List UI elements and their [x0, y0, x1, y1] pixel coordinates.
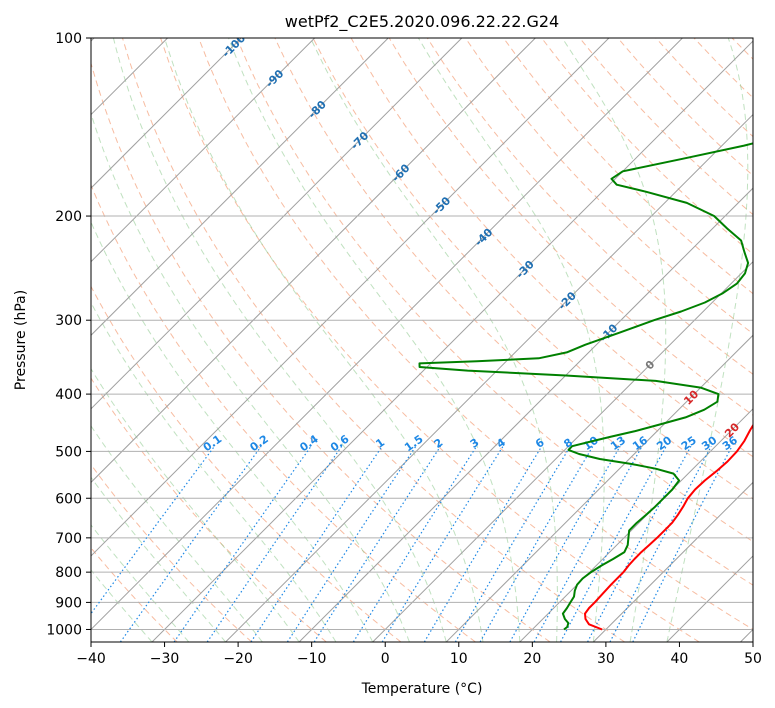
moist-adiabat	[164, 38, 484, 642]
isotherm-line	[91, 38, 536, 484]
moist-adiabat	[91, 569, 153, 642]
dry-adiabat	[91, 61, 551, 642]
dry-adiabat	[91, 463, 253, 642]
mixing-ratio-line	[313, 445, 442, 642]
y-tick-label: 1000	[46, 622, 82, 638]
mixing-ratio-line	[352, 445, 478, 642]
chart-title: wetPf2_C2E5.2020.096.22.22.G24	[285, 12, 559, 32]
moist-adiabat	[561, 38, 667, 642]
y-tick-label: 200	[55, 209, 82, 225]
moist-adiabat	[310, 38, 558, 642]
x-tick-label: −20	[223, 651, 253, 667]
isotherm-line	[225, 113, 753, 642]
mixing-ratio-line	[533, 445, 643, 642]
y-tick-label: 500	[55, 444, 82, 460]
isotherm-line	[445, 334, 753, 642]
mixing-ratio-line	[609, 445, 712, 642]
moist-adiabat	[91, 476, 226, 642]
x-tick-label: 50	[744, 651, 762, 667]
moist-adiabat	[91, 425, 263, 642]
y-axis-label: Pressure (hPa)	[13, 290, 29, 390]
mixing-ratio-line	[423, 445, 543, 642]
isotherm-label: 30	[764, 452, 775, 472]
temperature-profile-line	[584, 423, 753, 631]
x-tick-label: 20	[523, 651, 541, 667]
x-tick-label: −40	[76, 651, 106, 667]
plot-background	[91, 38, 753, 642]
mixing-ratio-line	[206, 445, 343, 642]
y-tick-label: 400	[55, 387, 82, 403]
dry-adiabat	[236, 38, 753, 586]
moist-adiabat	[112, 38, 447, 642]
dry-adiabat	[91, 377, 327, 642]
dewpoint-profile-line	[418, 142, 753, 631]
y-tick-label: 300	[55, 313, 82, 329]
moist-adiabat	[91, 524, 190, 642]
isotherm-line	[91, 38, 242, 189]
mixing-ratio-line	[119, 445, 262, 642]
moist-adiabat	[91, 220, 374, 642]
y-tick-label: 800	[55, 565, 82, 581]
dry-adiabat	[770, 38, 775, 642]
y-tick-label: 600	[55, 491, 82, 507]
x-tick-label: 10	[450, 651, 468, 667]
isotherm-line	[519, 408, 753, 642]
mixing-ratio-line	[173, 445, 312, 642]
moist-adiabat	[91, 112, 410, 642]
x-tick-label: −30	[150, 651, 180, 667]
x-tick-label: −10	[297, 651, 327, 667]
background-lines	[91, 38, 775, 642]
x-axis-label: Temperature (°C)	[361, 681, 483, 697]
isotherm-line	[91, 38, 316, 263]
isotherm-line	[372, 260, 753, 642]
x-tick-label: 40	[671, 651, 689, 667]
mixing-ratio-line	[381, 445, 504, 642]
y-axis-ticks: 100 200 300 400 500 600 700 800 900 1000	[46, 31, 91, 638]
dry-adiabat	[198, 38, 753, 631]
dry-adiabat	[122, 38, 625, 642]
mixing-ratio-line	[286, 445, 417, 642]
x-tick-label: 30	[597, 651, 615, 667]
plot-frame	[90, 37, 754, 643]
moist-adiabat	[666, 38, 749, 642]
mixing-ratio-line	[632, 445, 733, 642]
isotherm-line	[91, 38, 389, 336]
isotherm-line	[91, 38, 683, 631]
mixing-ratio-line	[509, 445, 621, 642]
dry-adiabat	[312, 38, 753, 500]
mixing-ratio-line	[250, 445, 383, 642]
moist-adiabat	[228, 38, 521, 642]
y-tick-label: 900	[55, 595, 82, 611]
x-tick-label: 0	[381, 651, 390, 667]
x-axis-ticks: −40 −30 −20 −10 0 10 20 30 40 50	[76, 642, 762, 667]
dry-adiabat	[160, 38, 700, 642]
profile-series	[418, 142, 753, 631]
y-tick-label: 100	[55, 31, 82, 47]
isotherm-line	[151, 40, 753, 642]
isotherm-line	[593, 481, 753, 642]
y-tick-label: 700	[55, 531, 82, 547]
isotherm-line	[91, 38, 610, 557]
isotherm-line	[91, 38, 463, 410]
moist-adiabat	[91, 301, 337, 642]
